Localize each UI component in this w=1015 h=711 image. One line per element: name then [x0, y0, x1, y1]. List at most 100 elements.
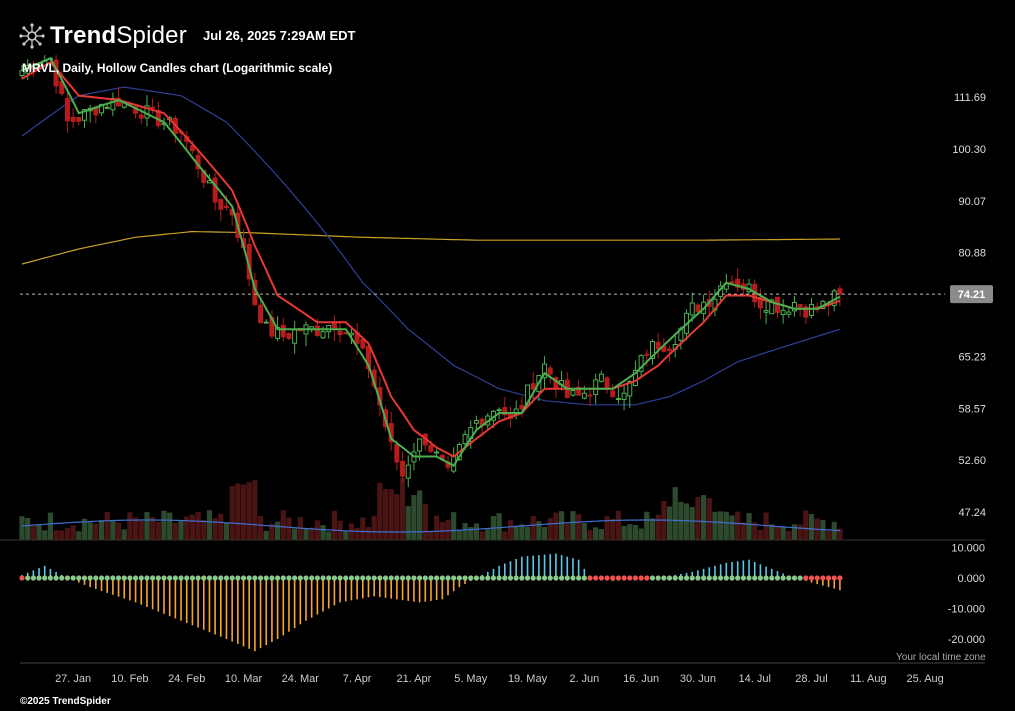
- volume-bar: [292, 528, 298, 540]
- timezone-note[interactable]: Your local time zone: [896, 652, 986, 663]
- osc-signal-dot: [797, 575, 803, 581]
- osc-signal-dot: [257, 575, 264, 581]
- osc-signal-dot: [252, 575, 258, 581]
- y-tick-label: 65.23: [958, 351, 986, 363]
- volume-bars: [19, 478, 843, 540]
- osc-signal-dot: [155, 575, 161, 581]
- osc-tick-label: 10.000: [951, 543, 985, 555]
- osc-signal-dot: [144, 575, 150, 581]
- x-tick-label: 5. May: [454, 673, 488, 685]
- candle-body: [689, 302, 695, 316]
- x-tick-label: 19. May: [508, 673, 548, 685]
- volume-bar: [615, 510, 621, 540]
- osc-signal-dot: [746, 575, 752, 581]
- y-tick-label: 111.69: [954, 92, 986, 104]
- osc-signal-dot: [360, 575, 366, 581]
- volume-bar: [735, 511, 741, 540]
- x-tick-label: 10. Feb: [111, 673, 148, 685]
- osc-signal-dot: [172, 575, 178, 581]
- osc-signal-dot: [485, 575, 491, 581]
- candle-body: [837, 288, 843, 295]
- candle-body: [223, 205, 229, 209]
- volume-bar: [644, 511, 650, 540]
- candle-body: [360, 339, 366, 349]
- osc-signal-dot: [774, 575, 781, 581]
- osc-signal-dot: [559, 575, 565, 581]
- osc-signal-dot: [64, 575, 71, 581]
- osc-signal-dot: [297, 575, 303, 581]
- candle-body: [320, 331, 326, 339]
- candle-body: [757, 296, 763, 309]
- candle-body: [621, 392, 627, 400]
- y-tick-label: 90.07: [958, 196, 986, 208]
- candle-body: [644, 353, 650, 356]
- osc-signal-dot: [133, 575, 139, 581]
- volume-bar: [445, 519, 451, 540]
- candle-body: [610, 390, 616, 398]
- candle-body: [502, 407, 508, 416]
- candle-body: [70, 116, 76, 122]
- volume-bar: [803, 510, 809, 540]
- last-price-label: 74.21: [958, 289, 986, 301]
- osc-signal-dot: [655, 575, 661, 581]
- candle-body: [496, 409, 502, 412]
- volume-bar: [19, 516, 25, 540]
- osc-signal-dot: [365, 575, 372, 581]
- osc-signal-dot: [638, 575, 644, 581]
- osc-signal-dot: [780, 575, 786, 581]
- osc-signal-dot: [138, 575, 144, 581]
- candle-body: [655, 341, 661, 350]
- osc-signal-dot: [30, 575, 36, 581]
- volume-bar: [598, 529, 604, 540]
- volume-bar: [593, 527, 599, 540]
- osc-signal-dot: [564, 575, 570, 581]
- volume-bar: [275, 521, 281, 540]
- osc-signal-dot: [399, 575, 406, 581]
- volume-bar: [683, 503, 690, 540]
- volume-bar: [115, 522, 122, 540]
- osc-signal-dot: [371, 575, 377, 581]
- volume-bar: [689, 507, 695, 540]
- volume-bar: [161, 510, 167, 540]
- volume-bar: [428, 530, 434, 540]
- osc-signal-dot: [59, 575, 65, 581]
- volume-bar: [797, 524, 803, 540]
- volume-bar: [59, 530, 65, 540]
- volume-bar: [354, 527, 360, 540]
- volume-bar: [371, 515, 377, 540]
- sma-gold-path: [21, 230, 840, 265]
- volume-bar: [377, 482, 383, 540]
- volume-bar: [825, 530, 832, 540]
- volume-bar: [365, 526, 372, 540]
- osc-signal-dot: [25, 575, 31, 581]
- volume-bar: [581, 522, 587, 540]
- volume-bar: [133, 517, 139, 540]
- osc-signal-dot: [263, 575, 269, 581]
- volume-bar: [610, 519, 616, 540]
- osc-signal-dot: [627, 575, 633, 581]
- osc-signal-dot: [439, 575, 445, 581]
- volume-bar: [780, 526, 786, 540]
- candles[interactable]: [19, 54, 843, 488]
- volume-bar: [655, 514, 661, 540]
- volume-bar: [672, 487, 678, 540]
- volume-bar: [706, 498, 712, 540]
- volume-bar: [638, 528, 644, 540]
- osc-signal-dot: [712, 575, 718, 581]
- osc-signal-dot: [661, 575, 667, 581]
- volume-bar: [280, 510, 286, 540]
- candle-body: [803, 306, 809, 318]
- volume-bar: [746, 512, 752, 540]
- osc-signal-dot: [422, 575, 428, 581]
- volume-bar: [399, 478, 406, 540]
- x-tick-label: 10. Mar: [225, 673, 263, 685]
- candle-body: [30, 67, 36, 70]
- volume-bar: [172, 522, 178, 540]
- volume-bar: [64, 527, 71, 540]
- volume-bar: [70, 525, 76, 540]
- volume-bar: [786, 530, 792, 540]
- volume-bar: [195, 511, 201, 540]
- volume-bar: [405, 506, 411, 540]
- volume-bar: [127, 512, 133, 540]
